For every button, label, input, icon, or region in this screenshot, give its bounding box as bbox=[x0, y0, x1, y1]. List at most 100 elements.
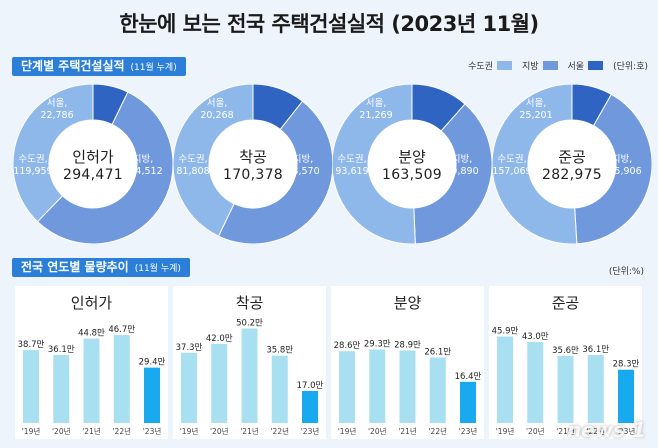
donut-slice-value-2-1: 69,890 bbox=[445, 166, 479, 177]
bar-3-3 bbox=[587, 355, 604, 423]
donut-chart-3: 서울, 25,201 지방, 125,906 수도권, 157,069 준공 282,975 bbox=[492, 84, 652, 244]
bar-1-4 bbox=[302, 390, 318, 423]
bar-3-1 bbox=[527, 342, 544, 423]
donut-center-title-0: 인허가 bbox=[72, 148, 114, 166]
donut-slice-label-3-0: 서울, 25,201 bbox=[511, 98, 561, 122]
section-tag-stage-label: 단계별 주택건설실적 bbox=[21, 59, 125, 73]
donut-slice-name-1-1: 지방, bbox=[292, 154, 314, 165]
bar-3-2 bbox=[557, 355, 574, 423]
bar-panel-title-3: 준공 bbox=[551, 294, 580, 312]
donut-chart-1: 서울, 20,268 지방, 88,570 수도권, 81,808 착공 170,378 bbox=[173, 84, 333, 244]
bar-value-label-1-0: 37.3만 bbox=[176, 343, 203, 353]
bar-value-label-3-1: 43.0만 bbox=[522, 332, 549, 342]
donut-slice-value-2-0: 21,269 bbox=[359, 110, 393, 121]
news1-logo: news 1 bbox=[566, 418, 646, 442]
bar-panel-3: 준공 45.9만 '19년 43.0만 '20년 35.6만 '21년 36.1만 '22년 28… bbox=[489, 286, 642, 439]
bar-category-label-2-0: '19년 bbox=[338, 426, 357, 436]
donut-slice-label-3-2: 수도권, 157,069 bbox=[487, 154, 537, 178]
donut-hole-0 bbox=[49, 120, 137, 208]
section-tag-stage: 단계별 주택건설실적 (11월 누계) bbox=[12, 57, 186, 76]
bar-panel-1: 착공 37.3만 '19년 42.0만 '20년 50.2만 '21년 35.8만 '22년 17… bbox=[173, 286, 326, 439]
bar-value-label-0-4: 29.4만 bbox=[139, 358, 166, 368]
donut-slice-name-0-0: 서울, bbox=[46, 98, 68, 109]
bar-1-3 bbox=[271, 355, 288, 423]
bar-value-label-1-2: 50.2만 bbox=[236, 318, 263, 328]
bar-panel-0: 인허가 38.7만 '19년 36.1만 '20년 44.8만 '21년 46.7만 '22년 2… bbox=[15, 286, 168, 439]
donut-center-total-3: 282,975 bbox=[542, 167, 602, 183]
donut-slice-name-2-0: 서울, bbox=[365, 98, 387, 109]
donut-hole-1 bbox=[209, 120, 297, 208]
bar-panel-2: 분양 28.6만 '19년 29.3만 '20년 28.9만 '21년 26.1만 '22년 16… bbox=[331, 286, 484, 439]
donut-slice-name-2-1: 지방, bbox=[451, 154, 473, 165]
bar-value-label-0-0: 38.7만 bbox=[18, 340, 45, 350]
donut-center-title-2: 분양 bbox=[398, 148, 426, 166]
section-tag-stage-note: (11월 누계) bbox=[130, 63, 177, 73]
bar-category-label-3-1: '20년 bbox=[526, 426, 545, 436]
donut-slice-name-3-2: 수도권, bbox=[497, 154, 527, 165]
donut-slice-label-1-0: 서울, 20,268 bbox=[192, 98, 242, 122]
bar-category-label-1-3: '22년 bbox=[270, 426, 289, 436]
donut-slice-label-2-0: 서울, 21,269 bbox=[351, 98, 401, 122]
legend-label-2: 서울 bbox=[567, 62, 585, 72]
bar-category-label-0-3: '22년 bbox=[112, 426, 131, 436]
bar-value-label-2-1: 29.3만 bbox=[364, 339, 391, 349]
donut-slice-label-1-1: 지방, 88,570 bbox=[278, 154, 328, 178]
donut-slice-label-0-0: 서울, 22,786 bbox=[32, 98, 82, 122]
bar-category-label-0-1: '20년 bbox=[52, 426, 71, 436]
legend-swatch-2 bbox=[588, 61, 604, 70]
bar-value-label-2-2: 28.9만 bbox=[394, 340, 421, 350]
donut-hole-2 bbox=[368, 120, 456, 208]
bar-value-label-1-3: 35.8만 bbox=[266, 346, 293, 356]
donut-center-total-2: 163,509 bbox=[382, 167, 442, 183]
donut-slice-name-1-2: 수도권, bbox=[178, 154, 208, 165]
donut-slice-value-3-0: 25,201 bbox=[519, 110, 553, 121]
donut-slice-label-0-2: 수도권, 119,959 bbox=[8, 154, 58, 178]
bar-category-label-3-3: '22년 bbox=[586, 426, 605, 436]
bar-category-label-1-0: '19년 bbox=[180, 426, 199, 436]
donut-chart-0: 서울, 22,786 지방, 174,512 수도권, 119,959 인허가 294,471 bbox=[13, 84, 173, 244]
bar-category-label-1-2: '21년 bbox=[240, 426, 259, 436]
donut-slice-value-2-2: 93,619 bbox=[335, 166, 369, 177]
bar-value-label-2-0: 28.6만 bbox=[334, 341, 361, 351]
bar-category-label-1-1: '20년 bbox=[210, 426, 229, 436]
bar-0-2 bbox=[83, 338, 100, 423]
bar-2-3 bbox=[429, 357, 446, 423]
donut-slice-name-0-2: 수도권, bbox=[18, 154, 48, 165]
bar-2-2 bbox=[399, 350, 416, 423]
bar-value-label-1-1: 42.0만 bbox=[206, 334, 233, 344]
donut-slice-name-3-0: 서울, bbox=[525, 98, 547, 109]
donut-slice-label-1-2: 수도권, 81,808 bbox=[168, 154, 218, 178]
bar-3-4 bbox=[618, 369, 634, 423]
donut-slice-name-2-2: 수도권, bbox=[337, 154, 367, 165]
section-tag-trend-note: (11월 누계) bbox=[134, 264, 181, 274]
bar-value-label-0-1: 36.1만 bbox=[48, 345, 75, 355]
donut-slice-name-3-1: 지방, bbox=[611, 154, 633, 165]
bar-value-label-3-0: 45.9만 bbox=[492, 327, 519, 337]
donut-slice-value-0-0: 22,786 bbox=[40, 110, 74, 121]
donut-slice-value-1-0: 20,268 bbox=[200, 110, 234, 121]
donut-slice-value-3-2: 157,069 bbox=[492, 166, 532, 177]
donut-slice-name-0-1: 지방, bbox=[132, 154, 154, 165]
donut-center-total-0: 294,471 bbox=[63, 167, 123, 183]
donut-slice-value-0-1: 174,512 bbox=[123, 166, 163, 177]
bar-category-label-3-4: '23년 bbox=[617, 426, 636, 436]
bar-panel-title-2: 분양 bbox=[393, 294, 422, 312]
bar-value-label-2-3: 26.1만 bbox=[424, 347, 451, 357]
legend: 수도권 지방 서울 (단위:호) bbox=[468, 59, 648, 72]
donut-slice-label-0-1: 지방, 174,512 bbox=[118, 154, 168, 178]
bar-2-4 bbox=[460, 381, 476, 423]
donut-center-title-3: 준공 bbox=[558, 148, 586, 166]
donut-slice-name-1-0: 서울, bbox=[206, 98, 228, 109]
bar-value-label-0-2: 44.8만 bbox=[78, 329, 105, 339]
bar-panel-title-0: 인허가 bbox=[70, 294, 113, 312]
bar-2-1 bbox=[369, 349, 386, 423]
legend-label-1: 지방 bbox=[521, 62, 539, 72]
bar-category-label-0-0: '19년 bbox=[22, 426, 41, 436]
bar-category-label-0-2: '21년 bbox=[82, 426, 101, 436]
donut-slice-label-3-1: 지방, 125,906 bbox=[597, 154, 647, 178]
bar-0-3 bbox=[113, 335, 130, 423]
donut-slice-value-1-2: 81,808 bbox=[176, 166, 210, 177]
donut-slice-label-2-1: 지방, 69,890 bbox=[437, 154, 487, 178]
bar-value-label-3-3: 36.1만 bbox=[582, 345, 609, 355]
